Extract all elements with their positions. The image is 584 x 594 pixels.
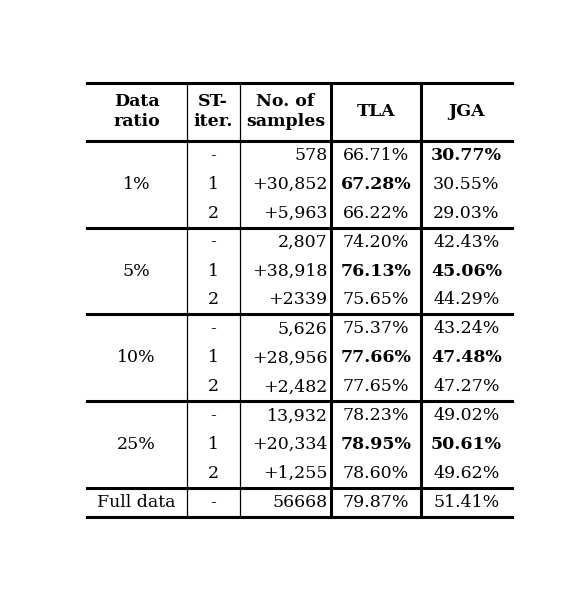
Text: 578: 578 — [294, 147, 328, 163]
Text: 49.62%: 49.62% — [433, 465, 499, 482]
Text: 30.77%: 30.77% — [431, 147, 502, 163]
Text: 66.22%: 66.22% — [343, 204, 409, 222]
Text: 78.95%: 78.95% — [340, 437, 411, 453]
Text: +20,334: +20,334 — [252, 437, 328, 453]
Text: ST-
iter.: ST- iter. — [193, 93, 233, 130]
Text: 10%: 10% — [117, 349, 156, 366]
Text: 78.23%: 78.23% — [343, 407, 409, 424]
Text: 2: 2 — [207, 292, 219, 308]
Text: +30,852: +30,852 — [252, 176, 328, 192]
Text: 25%: 25% — [117, 437, 156, 453]
Text: +2339: +2339 — [269, 292, 328, 308]
Text: 5,626: 5,626 — [278, 320, 328, 337]
Text: 1: 1 — [208, 349, 218, 366]
Text: 1: 1 — [208, 263, 218, 280]
Text: -: - — [210, 407, 216, 424]
Text: 67.28%: 67.28% — [340, 176, 411, 192]
Text: 30.55%: 30.55% — [433, 176, 499, 192]
Text: 77.65%: 77.65% — [343, 378, 409, 396]
Text: 45.06%: 45.06% — [431, 263, 502, 280]
Text: 50.61%: 50.61% — [431, 437, 502, 453]
Text: 47.27%: 47.27% — [433, 378, 499, 396]
Text: 44.29%: 44.29% — [433, 292, 499, 308]
Text: -: - — [210, 233, 216, 251]
Text: 2: 2 — [207, 204, 219, 222]
Text: 78.60%: 78.60% — [343, 465, 409, 482]
Text: +28,956: +28,956 — [252, 349, 328, 366]
Text: 2: 2 — [207, 378, 219, 396]
Text: 2: 2 — [207, 465, 219, 482]
Text: 2,807: 2,807 — [278, 233, 328, 251]
Text: +2,482: +2,482 — [263, 378, 328, 396]
Text: 66.71%: 66.71% — [343, 147, 409, 163]
Text: 49.02%: 49.02% — [433, 407, 499, 424]
Text: +1,255: +1,255 — [263, 465, 328, 482]
Text: -: - — [210, 147, 216, 163]
Text: +38,918: +38,918 — [252, 263, 328, 280]
Text: JGA: JGA — [448, 103, 485, 120]
Text: No. of
samples: No. of samples — [246, 93, 325, 130]
Text: -: - — [210, 494, 216, 511]
Text: 43.24%: 43.24% — [433, 320, 499, 337]
Text: +5,963: +5,963 — [263, 204, 328, 222]
Text: 75.37%: 75.37% — [343, 320, 409, 337]
Text: 29.03%: 29.03% — [433, 204, 499, 222]
Text: TLA: TLA — [357, 103, 395, 120]
Text: 77.66%: 77.66% — [340, 349, 411, 366]
Text: 47.48%: 47.48% — [431, 349, 502, 366]
Text: 56668: 56668 — [273, 494, 328, 511]
Text: 13,932: 13,932 — [266, 407, 328, 424]
Text: 1%: 1% — [123, 176, 151, 192]
Text: -: - — [210, 320, 216, 337]
Text: 42.43%: 42.43% — [433, 233, 499, 251]
Text: Full data: Full data — [98, 494, 176, 511]
Text: 1: 1 — [208, 437, 218, 453]
Text: 74.20%: 74.20% — [343, 233, 409, 251]
Text: 51.41%: 51.41% — [433, 494, 499, 511]
Text: Data
ratio: Data ratio — [113, 93, 160, 130]
Text: 5%: 5% — [123, 263, 151, 280]
Text: 75.65%: 75.65% — [343, 292, 409, 308]
Text: 79.87%: 79.87% — [343, 494, 409, 511]
Text: 76.13%: 76.13% — [340, 263, 411, 280]
Text: 1: 1 — [208, 176, 218, 192]
